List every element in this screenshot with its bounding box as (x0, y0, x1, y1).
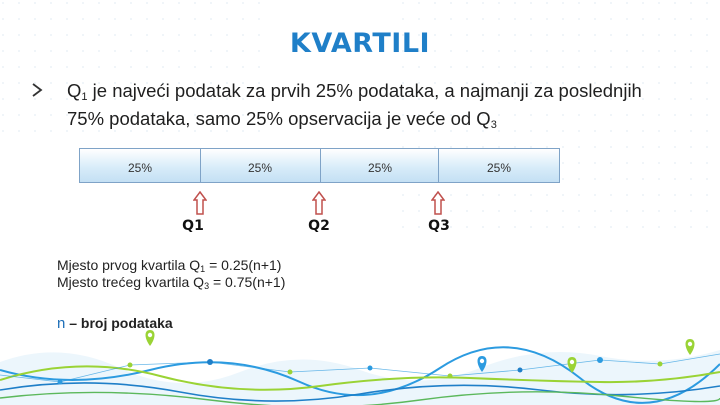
segment-label-3: 25% (367, 161, 393, 175)
legend-n: n – broj podataka (57, 315, 173, 332)
bar-divider-2 (320, 149, 321, 182)
bar-divider-1 (200, 149, 201, 182)
quartile-label-q1: Q1 (182, 218, 204, 234)
page-title: KVARTILI (289, 28, 431, 59)
chevron-arrow-icon (32, 83, 43, 97)
quartile-bar (79, 148, 560, 183)
segment-label-2: 25% (247, 161, 273, 175)
segment-label-4: 25% (486, 161, 512, 175)
bullet-text: Q1 je najveći podatak za prvih 25% podat… (67, 80, 642, 131)
decorative-wave (0, 330, 720, 405)
up-arrow-icon (312, 191, 326, 215)
segment-label-1: 25% (127, 161, 153, 175)
up-arrow-icon (193, 191, 207, 215)
quartile-label-q3: Q3 (428, 218, 450, 234)
formula-q1: Mjesto prvog kvartila Q1 = 0.25(n+1) (57, 257, 282, 274)
bar-divider-3 (438, 149, 439, 182)
quartile-label-q2: Q2 (308, 218, 330, 234)
formula-q3: Mjesto trećeg kvartila Q3 = 0.75(n+1) (57, 274, 286, 291)
up-arrow-icon (431, 191, 445, 215)
